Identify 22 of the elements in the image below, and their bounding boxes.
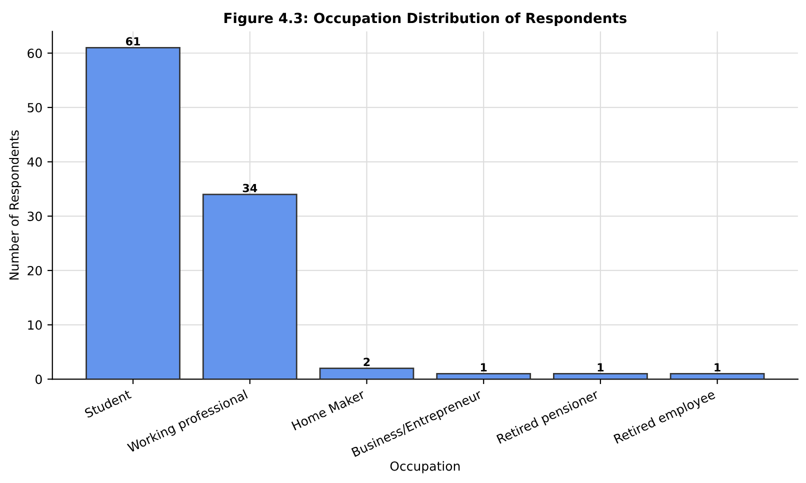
data-label: 1 xyxy=(480,363,487,372)
y-tick-label: 40 xyxy=(27,157,42,167)
y-tick-label: 60 xyxy=(28,48,42,58)
y-tick-label: 20 xyxy=(28,266,42,276)
data-label: 1 xyxy=(598,363,604,372)
bar xyxy=(86,47,180,380)
y-tick-label: 30 xyxy=(28,212,42,222)
data-label: 2 xyxy=(364,358,370,366)
chart-title: Figure 4.3: Occupation Distribution of Respondents xyxy=(224,12,626,26)
y-tick-label: 10 xyxy=(28,320,42,330)
bar xyxy=(553,373,648,380)
data-label: 61 xyxy=(126,37,140,46)
y-tick-label: 50 xyxy=(28,102,42,112)
bar xyxy=(202,194,298,380)
data-label: 34 xyxy=(242,184,258,192)
bar xyxy=(319,368,414,380)
y-axis-title: Number of Respondents xyxy=(9,130,22,280)
y-tick-label: 0 xyxy=(36,374,42,384)
bar xyxy=(436,373,532,380)
data-label: 1 xyxy=(714,363,720,372)
bar xyxy=(670,373,765,380)
x-axis-title: Occupation xyxy=(390,461,460,474)
